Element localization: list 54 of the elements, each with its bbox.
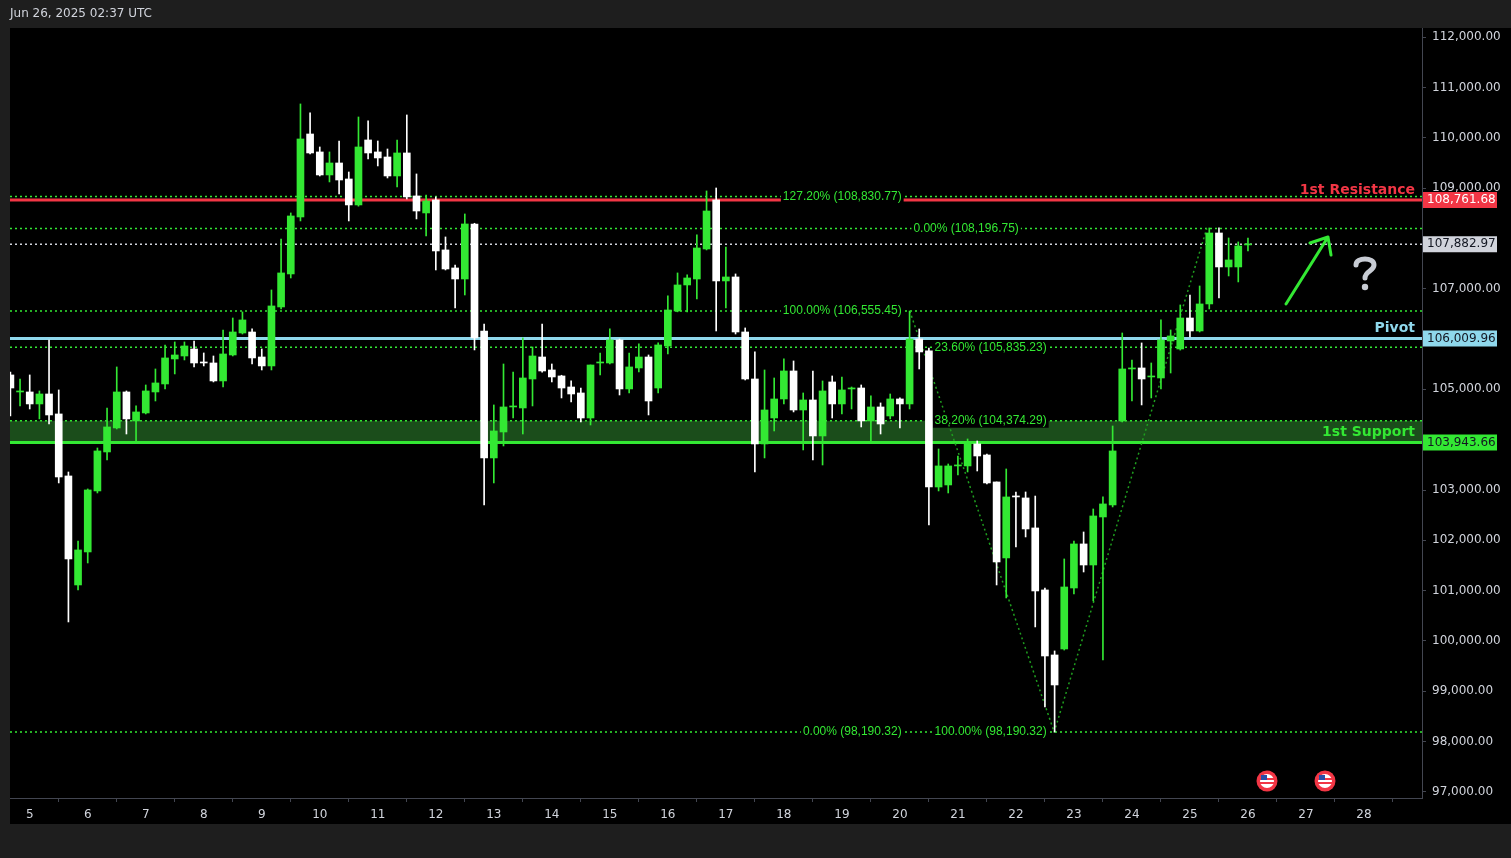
ref-line-label: 108,761.68	[1427, 192, 1496, 207]
ref-line-label: 103,943.66	[1427, 434, 1496, 449]
x-tick-label: 9	[257, 807, 266, 822]
text: Jun 26, 2025 02:37 UTC	[10, 6, 153, 20]
x-tick-label: 23	[1066, 807, 1082, 822]
x-tick-label: 28	[1356, 807, 1372, 822]
annotation: 1st Support	[1322, 423, 1416, 440]
y-tick-label: 102,000.00	[1432, 532, 1501, 547]
y-tick-label: 98,000.00	[1432, 733, 1494, 748]
x-tick-label: 17	[718, 807, 734, 822]
annotation: 0.00% (98,190.32)	[802, 724, 902, 739]
candlestick	[1099, 496, 1107, 661]
y-tick-label: 112,000.00	[1432, 29, 1501, 44]
y-tick-label: 107,000.00	[1432, 280, 1501, 295]
y-tick-label: 101,000.00	[1432, 582, 1501, 597]
y-tick-label: 109,000.00	[1432, 180, 1501, 195]
annotation: 0.00% (108,196.75)	[913, 220, 1019, 235]
y-tick-label: 105,000.00	[1432, 381, 1501, 396]
x-tick-label: 14	[544, 807, 560, 822]
annotation: Pivot	[1374, 319, 1416, 336]
x-tick-label: 8	[199, 807, 208, 822]
annotation: 1st Resistance	[1299, 180, 1416, 197]
x-tick-label: 21	[950, 807, 966, 822]
x-tick-label: 27	[1298, 807, 1314, 822]
annotation: 127.20% (108,830.77)	[782, 188, 902, 203]
x-tick-label: 26	[1240, 807, 1256, 822]
x-tick-label: 18	[776, 807, 792, 822]
ref-line-label: 106,009.96	[1427, 330, 1496, 345]
x-tick-label: 12	[428, 807, 444, 822]
x-tick-label: 25	[1182, 807, 1198, 822]
candlestick	[896, 397, 904, 429]
x-tick-label: 11	[370, 807, 386, 822]
x-tick-label: 19	[834, 807, 850, 822]
x-tick-label: 20	[892, 807, 908, 822]
y-tick-label: 103,000.00	[1432, 482, 1501, 497]
x-tick-label: 24	[1124, 807, 1140, 822]
x-tick-label: 15	[602, 807, 618, 822]
x-tick-label: 7	[141, 807, 150, 822]
x-tick-label: 10	[312, 807, 328, 822]
y-tick-label: 111,000.00	[1432, 79, 1501, 94]
x-tick-label: 13	[486, 807, 502, 822]
ref-line-label: 107,882.97	[1427, 236, 1496, 251]
y-tick-label: 110,000.00	[1432, 129, 1501, 144]
y-tick-label: 99,000.00	[1432, 683, 1494, 698]
annotation: 100.00% (106,555.45)	[782, 303, 902, 318]
y-tick-label: 100,000.00	[1432, 633, 1501, 648]
annotation: 23.60% (105,835.23)	[934, 339, 1047, 354]
y-tick-label: 97,000.00	[1432, 784, 1494, 799]
annotation: 38.20% (104,374.29)	[934, 413, 1047, 428]
x-tick-label: 22	[1008, 807, 1024, 822]
x-tick-label: 16	[660, 807, 676, 822]
x-tick-label: 6	[83, 807, 92, 822]
annotation: 100.00% (98,190.32)	[934, 724, 1047, 739]
x-tick-label: 5	[25, 807, 34, 822]
